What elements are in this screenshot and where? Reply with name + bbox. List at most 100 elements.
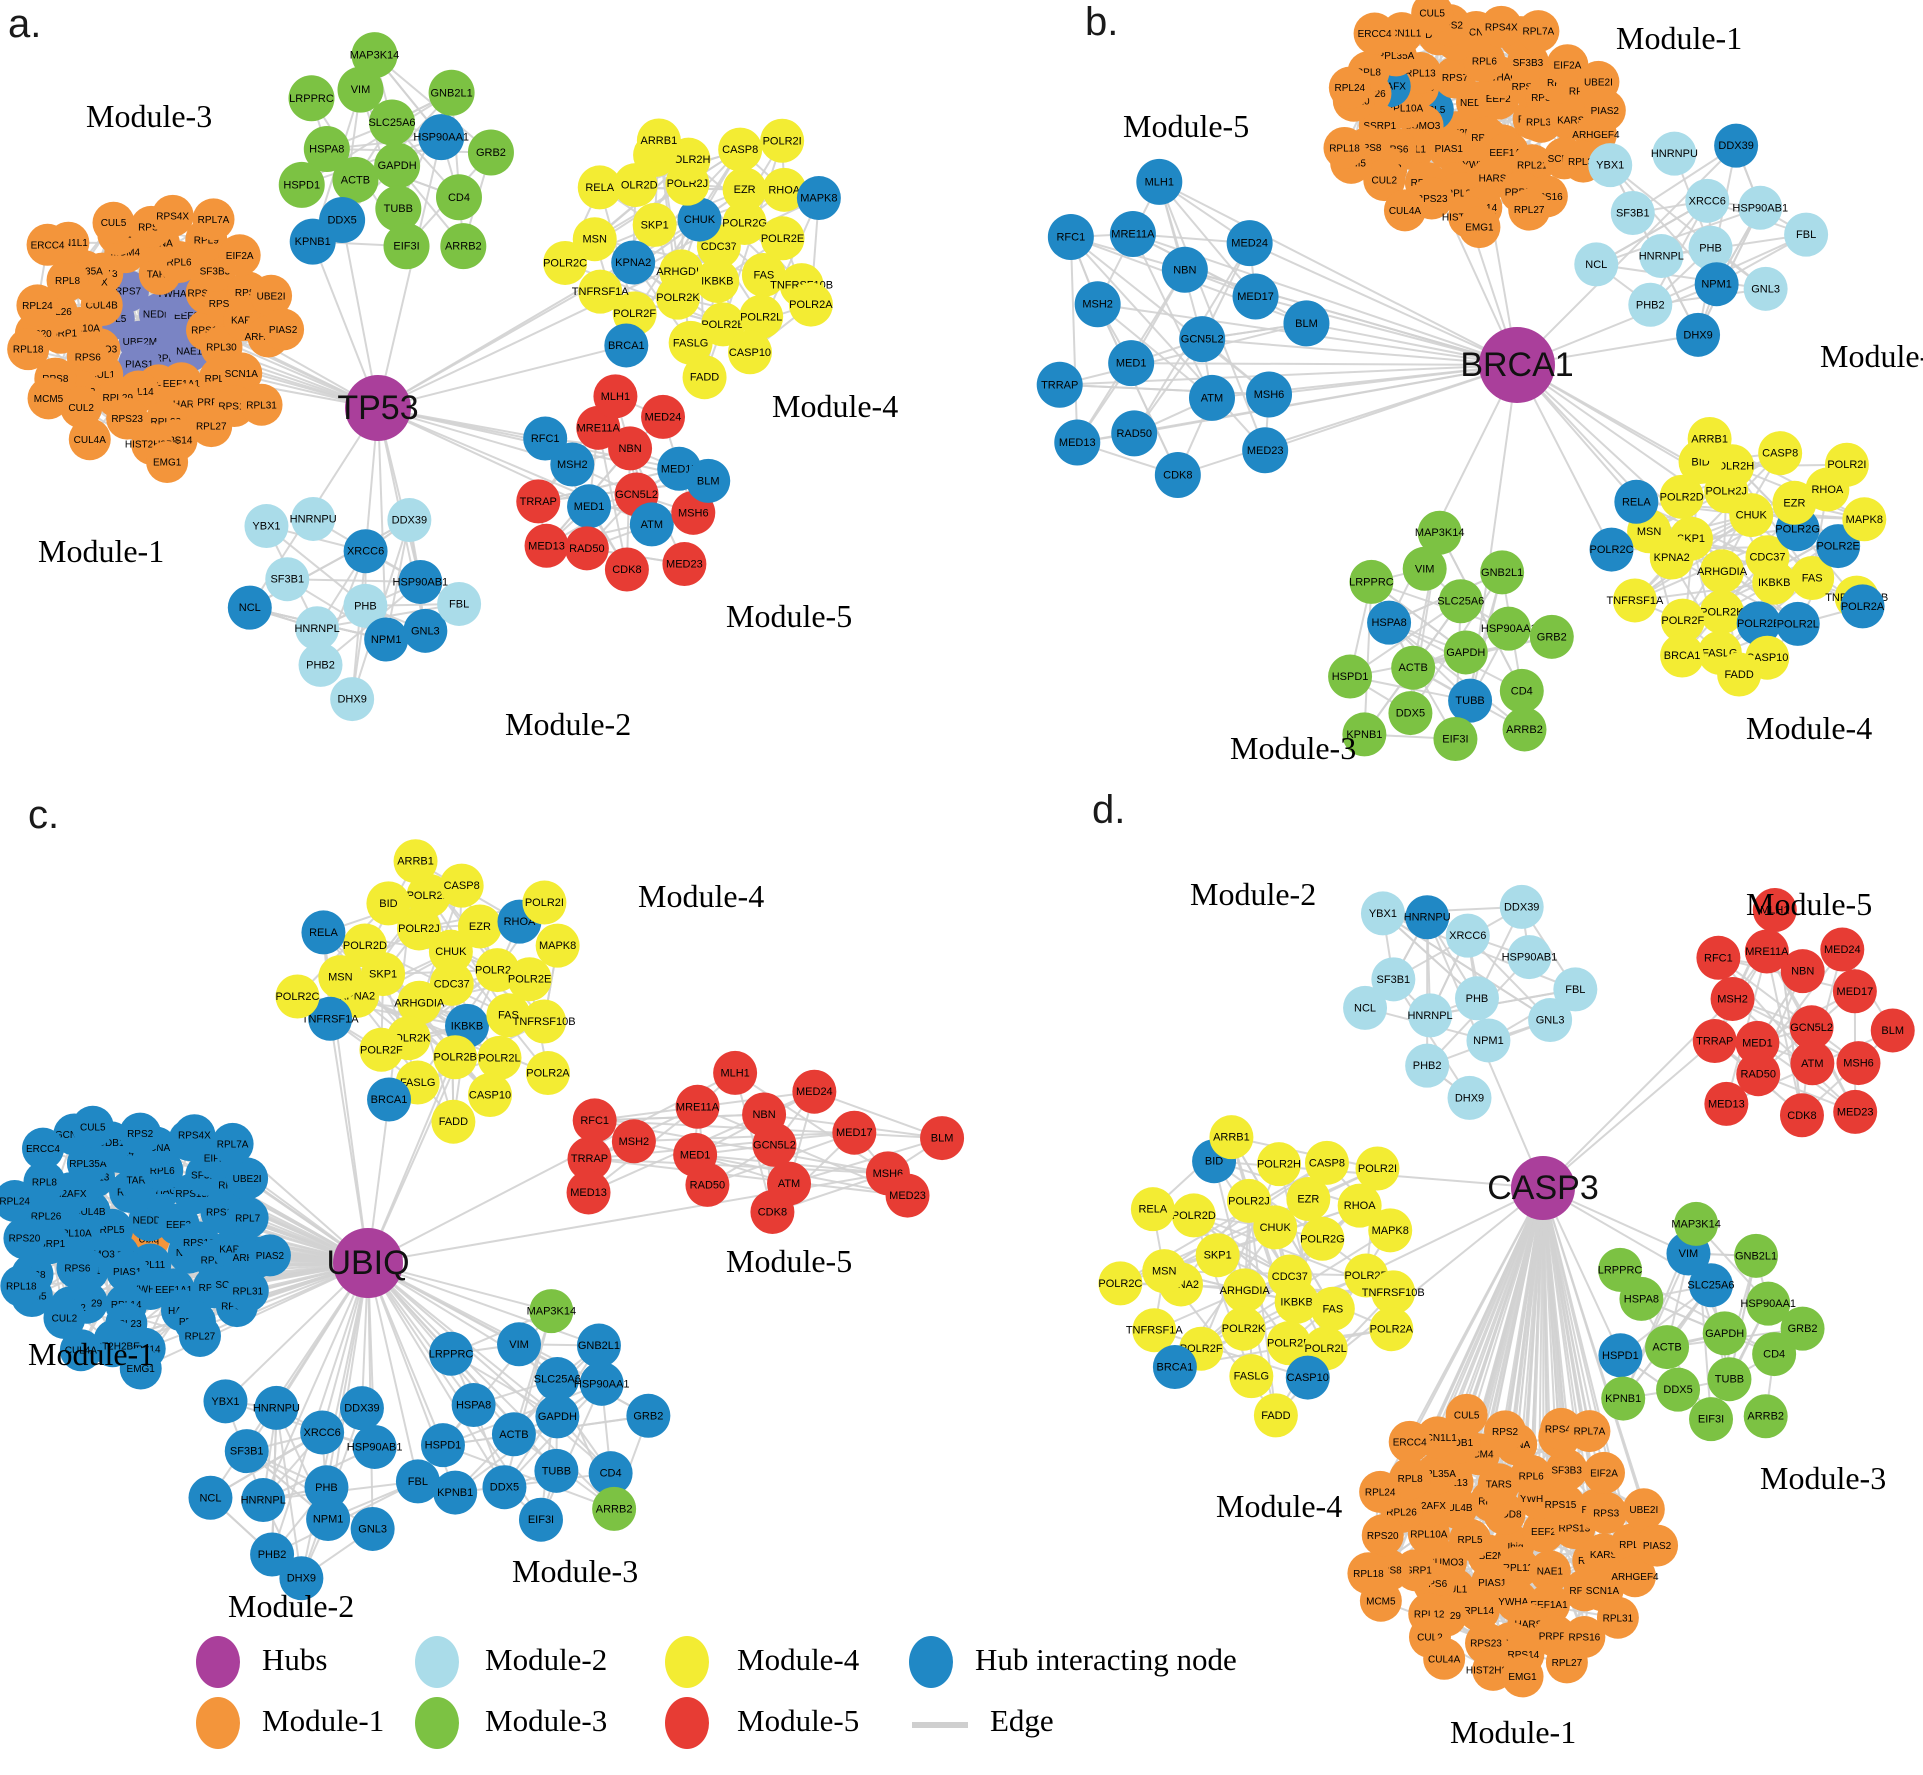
gene-node-label: RPS11 xyxy=(206,1208,237,1219)
gene-node-label: RPS6 xyxy=(1421,1579,1448,1590)
gene-node-label: POLR2I xyxy=(1358,1163,1397,1175)
gene-node xyxy=(1870,1008,1915,1053)
gene-node-label: POLR2L xyxy=(1305,1343,1347,1355)
gene-node-label: CUL4A xyxy=(65,1346,98,1357)
gene-node xyxy=(146,440,189,483)
gene-node-label: MLH1 xyxy=(601,391,630,403)
gene-node-label: HSP90AA1 xyxy=(574,1378,630,1390)
gene-node-label: RPS23 xyxy=(1416,194,1448,205)
gene-node-label: RPL7 xyxy=(235,1213,260,1224)
gene-node-label: ARRB1 xyxy=(397,856,434,868)
gene-node-label: MED17 xyxy=(1837,986,1874,998)
gene-node xyxy=(1636,1524,1679,1567)
gene-node-label: FAS xyxy=(753,269,774,281)
gene-node-label: RPS20 xyxy=(9,1234,41,1245)
gene-node xyxy=(1529,614,1574,659)
module-caption: Module-3 xyxy=(512,1553,639,1589)
gene-node xyxy=(16,284,59,327)
gene-node-label: RELA xyxy=(1622,496,1651,508)
gene-node-label: NEDD8 xyxy=(1460,98,1494,109)
gene-node-label: FADD xyxy=(439,1116,468,1128)
gene-node-label: RPL7A xyxy=(198,215,230,226)
gene-node-label: KPNA2 xyxy=(1654,552,1690,564)
gene-node-label: BRCA1 xyxy=(1664,650,1701,662)
gene-node xyxy=(1328,654,1373,699)
gene-node-label: CUL5 xyxy=(1419,9,1445,20)
gene-node-label: GCN1L1 xyxy=(1382,29,1421,40)
gene-node xyxy=(395,1459,440,1504)
gene-node-label: DDX5 xyxy=(1396,708,1425,720)
gene-node xyxy=(1585,1491,1628,1534)
gene-node xyxy=(151,194,194,237)
gene-node xyxy=(1367,600,1412,645)
gene-node xyxy=(383,223,430,270)
gene-node xyxy=(1108,340,1155,387)
gene-node xyxy=(1692,1019,1737,1064)
gene-node xyxy=(1645,1325,1690,1370)
gene-node xyxy=(428,929,473,974)
gene-node xyxy=(1454,976,1499,1021)
gene-node-label: GCN5L2 xyxy=(1790,1022,1833,1034)
gene-node-label: TARS xyxy=(147,269,173,280)
gene-node-label: YWHAG xyxy=(157,289,195,300)
gene-node xyxy=(920,1116,965,1161)
gene-node-label: CHUK xyxy=(1736,510,1768,522)
module-caption: Module-4 xyxy=(638,878,765,914)
gene-node-label: HSP90AA1 xyxy=(1481,623,1537,635)
gene-node xyxy=(343,583,388,628)
gene-node-label: POLR2C xyxy=(1098,1278,1142,1290)
gene-node-label: EIF2A xyxy=(1590,1468,1618,1479)
gene-node-label: RELA xyxy=(585,182,614,194)
gene-node xyxy=(1074,281,1121,328)
gene-node-label: DDX5 xyxy=(327,215,356,227)
module-caption: Module-1 xyxy=(1616,20,1743,56)
gene-node xyxy=(366,881,411,926)
gene-node-label: POLR2B xyxy=(1267,1338,1310,1350)
gene-node xyxy=(534,1448,579,1493)
gene-node-label: HSPD1 xyxy=(1332,671,1369,683)
gene-node-label: POLR2H xyxy=(407,890,451,902)
gene-node-label: ARRB2 xyxy=(1506,724,1543,736)
gene-node xyxy=(1758,431,1803,476)
module-cluster-b-module-4: CDC37ARHGDIACHUKIKBKBSKP1POLR2GPOLR2KPOL… xyxy=(1590,416,1888,697)
gene-node-label: ATM xyxy=(1801,1058,1823,1070)
gene-node xyxy=(1528,1550,1571,1593)
gene-node-label: FAS xyxy=(498,1010,519,1022)
gene-node-label: CUL4B xyxy=(1440,1503,1473,1514)
gene-node-label: DHX9 xyxy=(1455,1092,1484,1104)
gene-node xyxy=(1405,895,1450,940)
gene-node-label: POLR2J xyxy=(1228,1195,1270,1207)
gene-node xyxy=(760,216,805,261)
gene-node xyxy=(713,1050,758,1095)
gene-node-label: POLR2A xyxy=(1370,1324,1414,1336)
gene-node-label: NEDD8 xyxy=(133,1216,167,1227)
gene-node xyxy=(1528,998,1573,1043)
gene-node-label: HNRNPU xyxy=(253,1402,300,1414)
module-cluster-c-module-1: UbiqUBE2MNEDD8RPL11RPL5EEF2PIAS1RPS7NAE1… xyxy=(0,1105,291,1390)
hub-node-brca1: BRCA1 xyxy=(1460,327,1574,403)
gene-node xyxy=(486,993,531,1038)
gene-node-label: CDK8 xyxy=(612,564,641,576)
gene-node xyxy=(1111,410,1158,457)
gene-node-label: ARRB1 xyxy=(641,135,678,147)
gene-node-label: RPS2 xyxy=(138,222,165,233)
gene-node xyxy=(1510,1454,1553,1497)
gene-node xyxy=(304,1465,349,1510)
gene-node-label: HSPA8 xyxy=(1371,617,1406,629)
gene-node-label: BRCA1 xyxy=(1157,1362,1194,1374)
gene-node-label: BLM xyxy=(697,475,720,487)
gene-node-label: NBN xyxy=(618,443,641,455)
gene-node-label: BID xyxy=(1205,1156,1223,1168)
gene-node xyxy=(1142,1249,1187,1294)
gene-node-label: YBX1 xyxy=(1596,160,1624,172)
gene-node-label: MED13 xyxy=(570,1187,607,1199)
gene-node-label: POLR2L xyxy=(478,1052,520,1064)
gene-node-label: EEF1A1 xyxy=(1489,148,1527,159)
gene-node xyxy=(636,118,681,163)
gene-node-label: MAPK8 xyxy=(1372,1225,1409,1237)
gene-node xyxy=(629,502,674,547)
gene-node-label: DDB1 xyxy=(98,1138,125,1149)
gene-node-label: RPL35A xyxy=(1377,51,1415,62)
gene-node xyxy=(1132,1308,1177,1353)
gene-node xyxy=(1685,178,1730,223)
